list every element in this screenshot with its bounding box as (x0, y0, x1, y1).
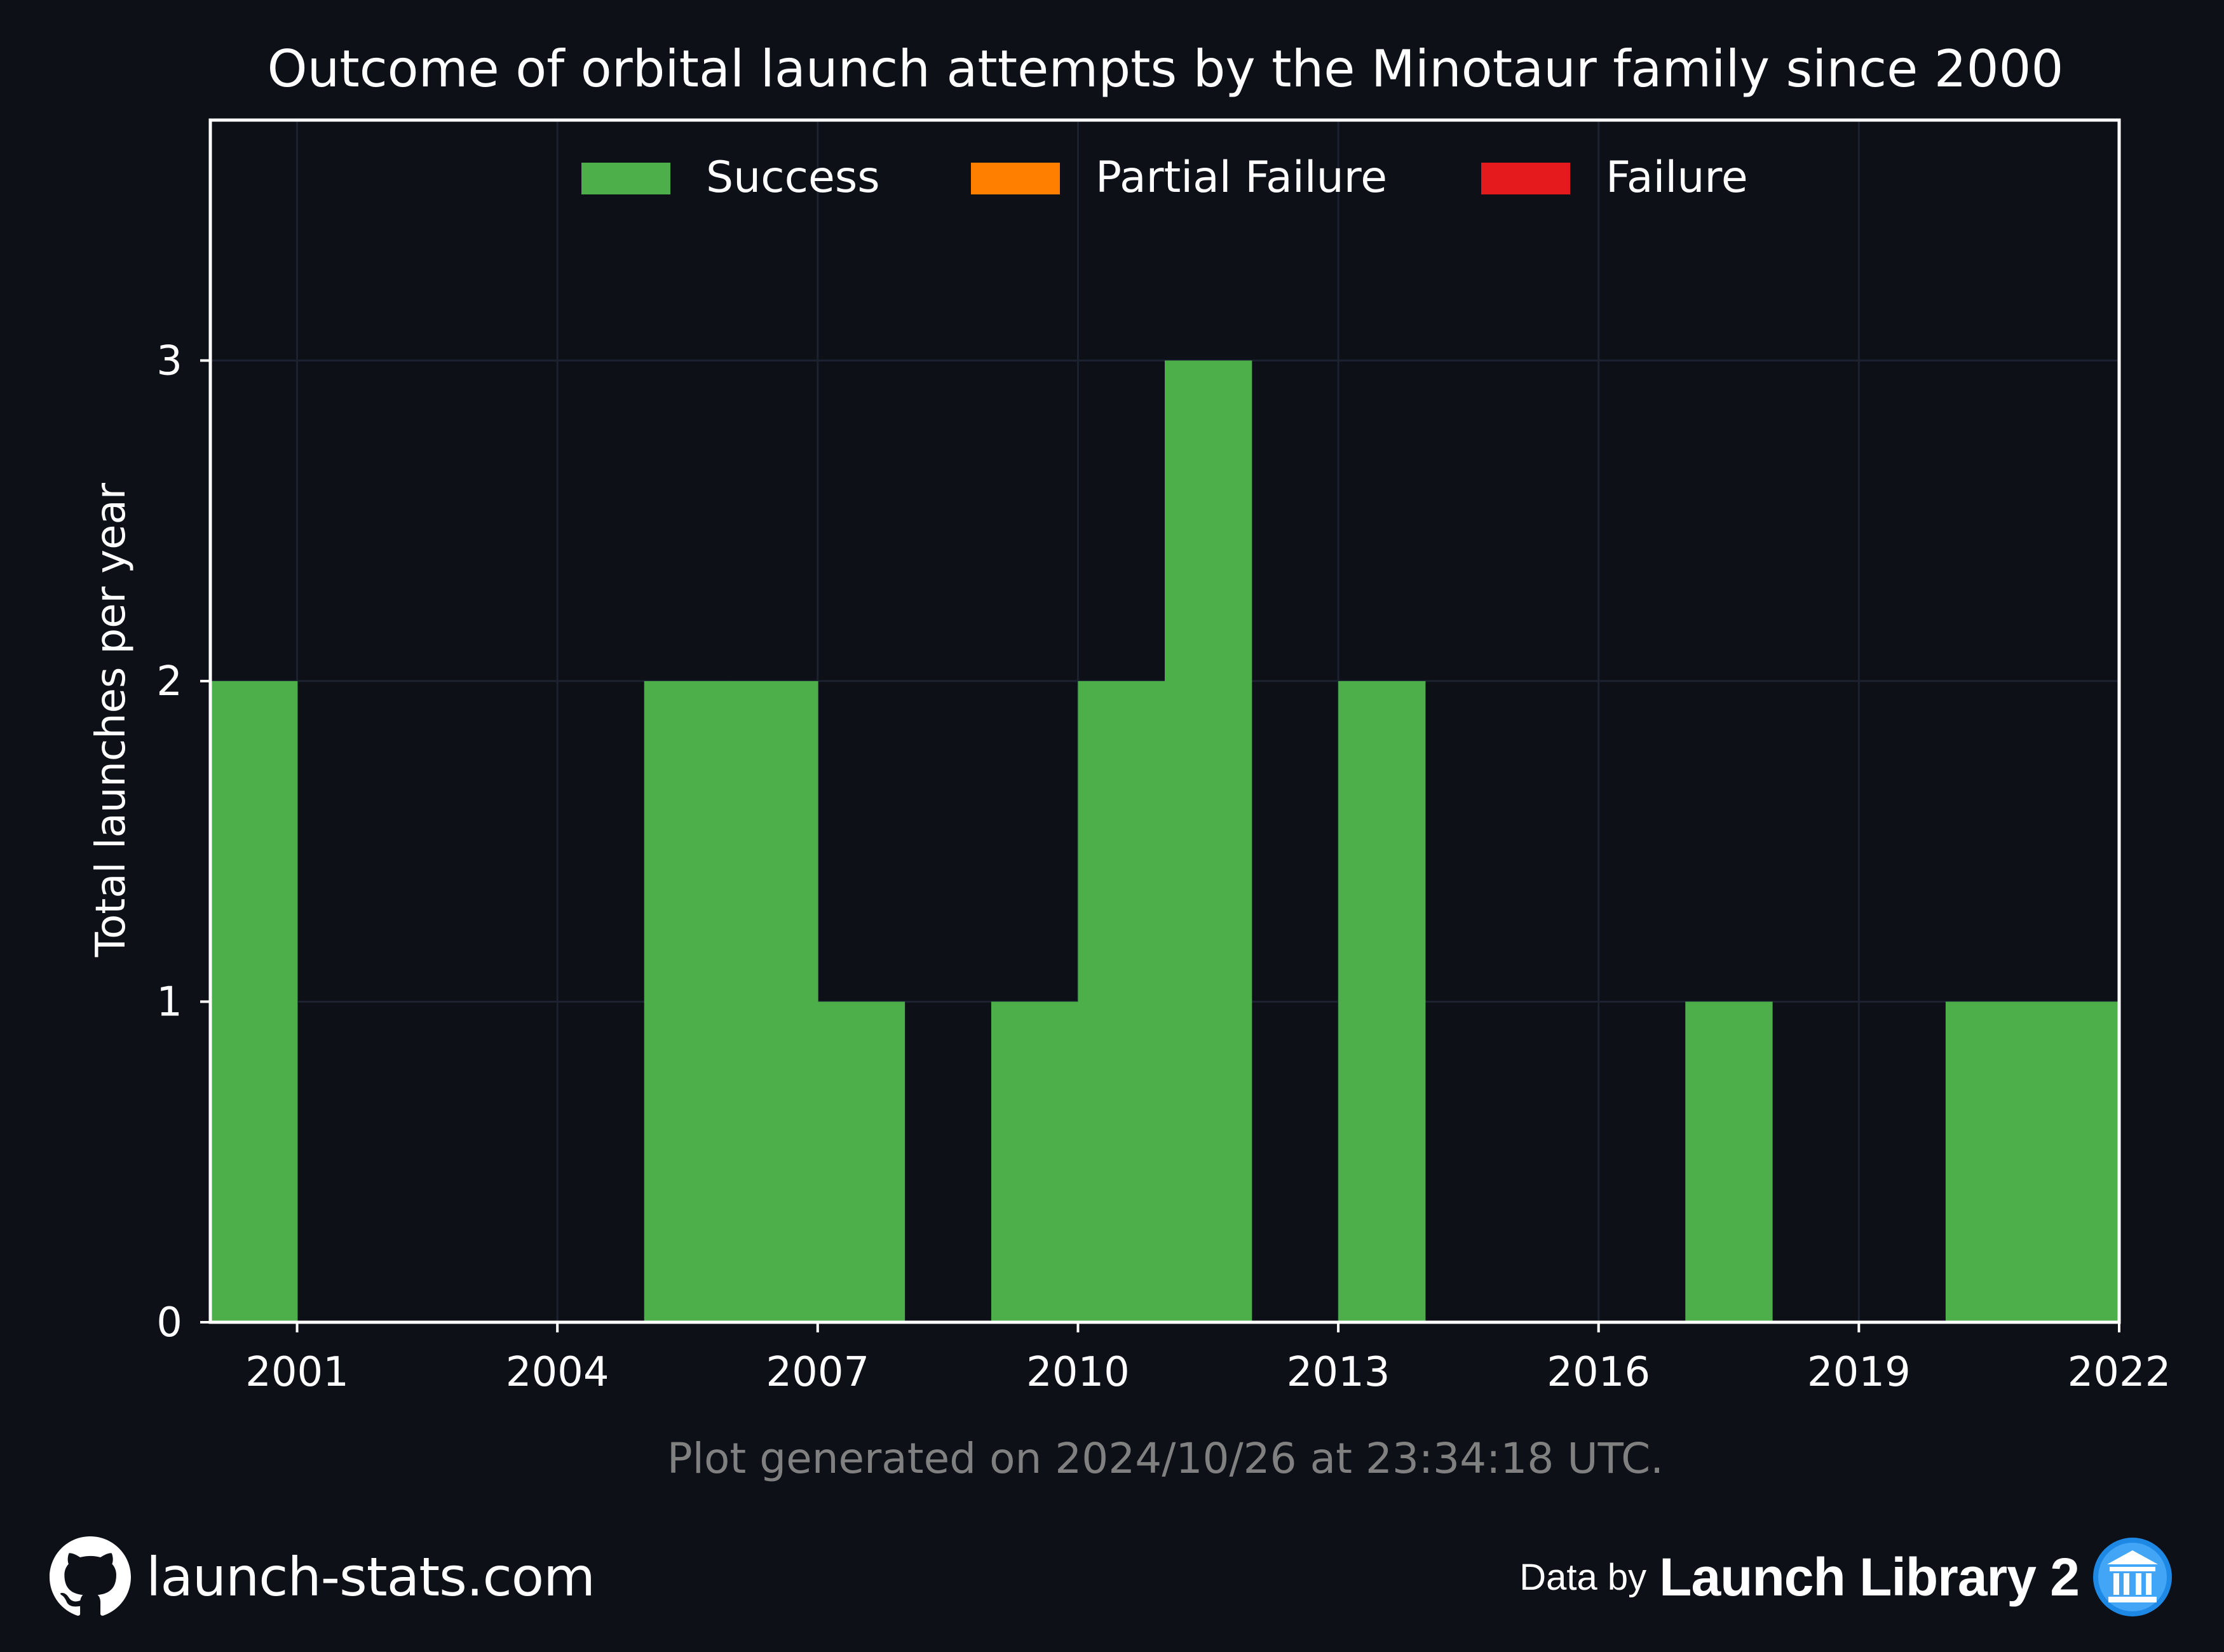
bar-success-2011 (1165, 360, 1252, 1322)
bar-success-2010 (1078, 680, 1165, 1322)
y-axis-label: Total launches per year (88, 482, 135, 958)
plot-generated-caption: Plot generated on 2024/10/26 at 23:34:18… (667, 1434, 1664, 1483)
legend-swatch-failure (1481, 163, 1570, 194)
y-tick-label: 0 (156, 1299, 182, 1346)
chart-title: Outcome of orbital launch attempts by th… (268, 39, 2064, 98)
bar-success-2007 (817, 1001, 905, 1322)
bar-success-2009 (991, 1001, 1079, 1322)
bar-success-2013 (1338, 680, 1426, 1322)
launch-library-icon (2093, 1538, 2172, 1616)
bar-success-2006 (731, 680, 818, 1322)
legend-label: Partial Failure (1095, 152, 1387, 203)
bar-success-2005 (644, 680, 732, 1322)
x-tick-label: 2019 (1807, 1349, 1911, 1396)
legend: Success Partial Failure Failure (581, 152, 1748, 203)
site-link[interactable]: launch-stats.com (146, 1546, 595, 1608)
github-icon (50, 1536, 131, 1616)
legend-label: Failure (1606, 152, 1748, 203)
axis-ticks: 2001 2004 2007 2010 2013 2016 2019 2022 0 1 2 3 (156, 337, 2171, 1396)
x-tick-label: 2016 (1547, 1349, 1650, 1396)
footer-site[interactable]: launch-stats.com (50, 1533, 595, 1622)
y-tick-label: 3 (156, 337, 182, 384)
x-tick-label: 2013 (1287, 1349, 1390, 1396)
plot-frame (208, 118, 2121, 1324)
data-source-name[interactable]: Launch Library 2 (1659, 1547, 2080, 1607)
x-tick-label: 2022 (2068, 1349, 2171, 1396)
legend-label: Success (706, 152, 880, 203)
x-tick-label: 2010 (1026, 1349, 1130, 1396)
footer-data-source: Data by Launch Library 2 (1519, 1533, 2173, 1622)
y-tick-label: 1 (156, 978, 182, 1026)
bars (210, 360, 2120, 1322)
y-tick-label: 2 (156, 658, 182, 705)
x-tick-label: 2007 (766, 1349, 869, 1396)
legend-swatch-partial-failure (971, 163, 1060, 194)
bar-success-2020 (1945, 1001, 2033, 1322)
data-by-label: Data by (1519, 1556, 1647, 1598)
legend-swatch-success (581, 163, 670, 194)
bar-success-2000 (210, 680, 298, 1322)
bar-success-2017 (1685, 1001, 1773, 1322)
bar-success-2021 (2032, 1001, 2120, 1322)
x-tick-label: 2004 (506, 1349, 609, 1396)
x-tick-label: 2001 (245, 1349, 349, 1396)
